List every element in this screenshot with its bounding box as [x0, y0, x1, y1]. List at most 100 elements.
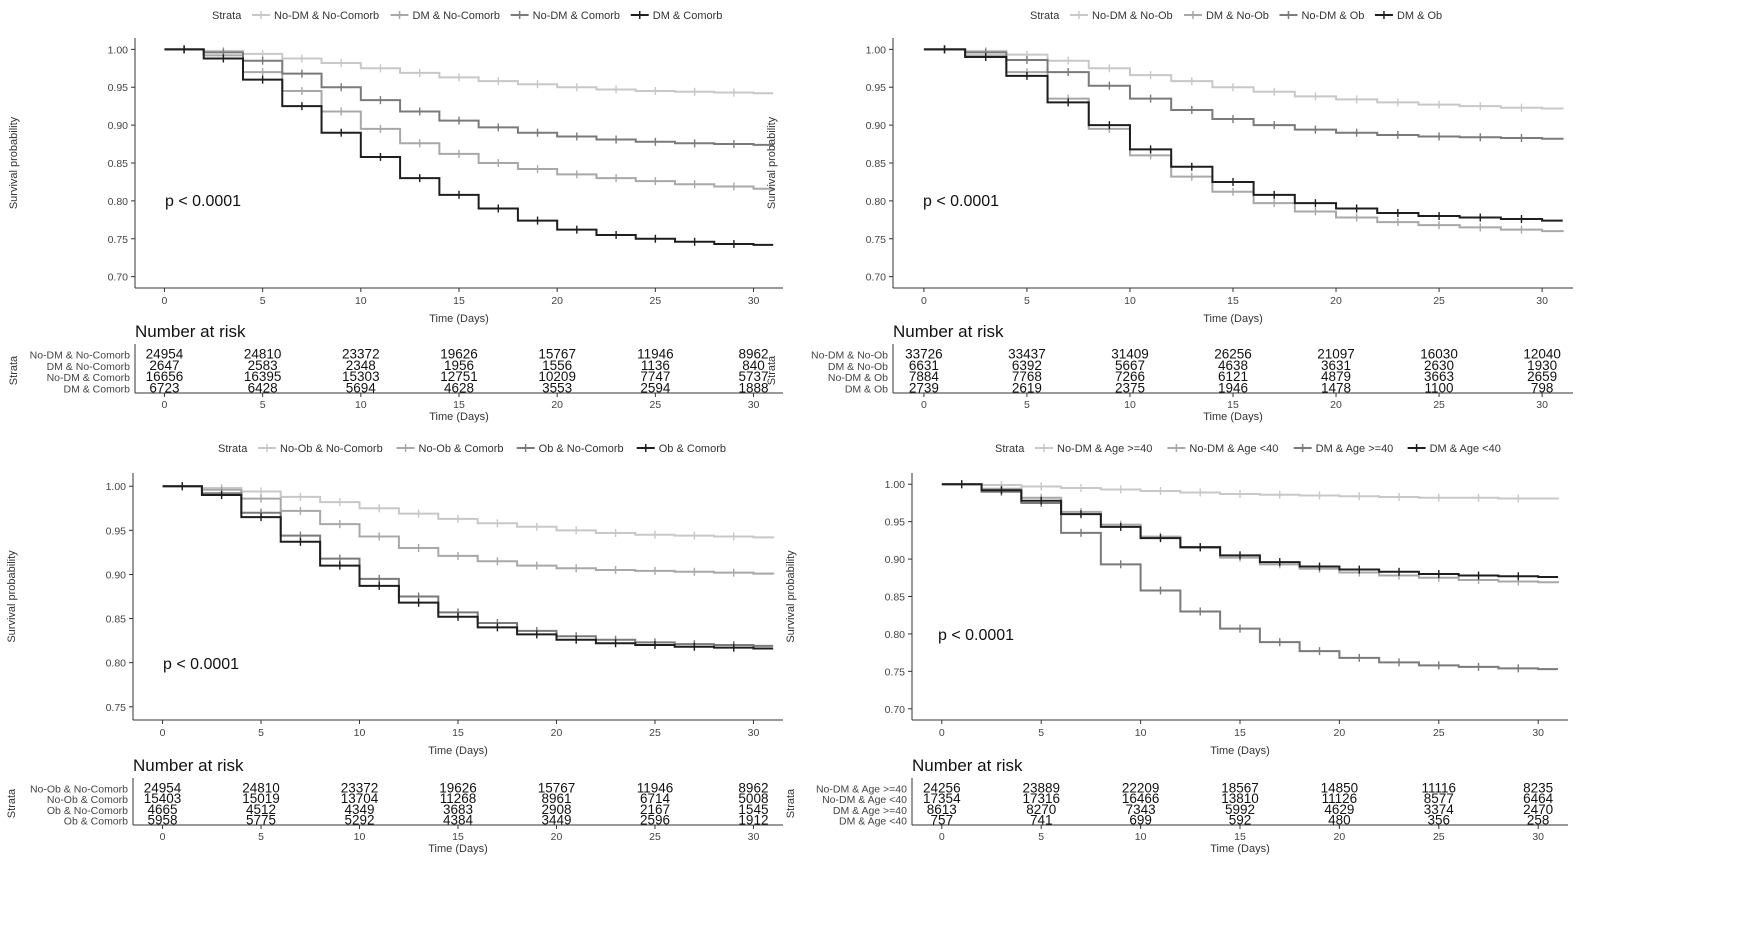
- risk-count: 31409: [1111, 347, 1149, 362]
- risk-y-axis-label: Strata: [6, 788, 18, 818]
- risk-count: 3631: [1321, 358, 1351, 373]
- risk-count: 24810: [242, 780, 280, 795]
- x-tick-label: 30: [1532, 727, 1544, 739]
- y-tick-label: 0.70: [866, 272, 887, 284]
- x-axis-label: Time (Days): [1203, 313, 1262, 325]
- risk-x-tick-label: 20: [1334, 831, 1346, 843]
- risk-count: 7266: [1115, 369, 1145, 384]
- x-tick-label: 30: [748, 295, 760, 307]
- legend-label: Ob & No-Comorb: [539, 443, 624, 455]
- risk-count: 13704: [341, 791, 379, 806]
- risk-count: 2739: [909, 380, 939, 395]
- risk-x-tick-label: 30: [1536, 399, 1548, 411]
- y-tick-label: 0.85: [866, 158, 887, 170]
- risk-x-axis-label: Time (Days): [1203, 411, 1262, 423]
- y-tick-label: 0.90: [885, 554, 906, 566]
- y-tick-label: 0.85: [885, 592, 906, 604]
- risk-count: 2908: [541, 802, 571, 817]
- risk-count: 3553: [542, 380, 572, 395]
- risk-x-tick-label: 5: [1038, 831, 1044, 843]
- risk-count: 7768: [1012, 369, 1042, 384]
- legend-label: No-Ob & No-Comorb: [280, 443, 383, 455]
- km-curve: [923, 48, 1564, 110]
- risk-row-label: DM & Ob: [845, 383, 888, 395]
- risk-count: 12040: [1523, 347, 1561, 362]
- km-curve: [162, 485, 775, 575]
- x-axis-label: Time (Days): [1210, 745, 1269, 757]
- risk-count: 16656: [146, 369, 184, 384]
- risk-count: 4349: [344, 802, 374, 817]
- risk-x-tick-label: 15: [1234, 831, 1246, 843]
- risk-count: 356: [1428, 813, 1451, 828]
- y-tick-label: 0.80: [885, 629, 906, 641]
- y-tick-label: 0.75: [106, 702, 127, 714]
- y-tick-label: 0.95: [885, 517, 906, 529]
- risk-count: 1545: [738, 802, 768, 817]
- risk-count: 1956: [444, 358, 474, 373]
- y-tick-label: 0.80: [106, 658, 127, 670]
- km-curve: [923, 48, 1563, 222]
- legend-label: DM & Comorb: [653, 10, 723, 22]
- x-tick-label: 0: [921, 295, 927, 307]
- risk-x-axis-label: Time (Days): [428, 843, 487, 855]
- chart-bottom-left: Strata No-Ob & No-Comorb No-Ob & Comorb Ob …: [6, 443, 783, 855]
- risk-row-label: DM & Comorb: [63, 383, 130, 395]
- y-tick-label: 0.85: [108, 158, 129, 170]
- p-value: p < 0.0001: [923, 193, 999, 210]
- risk-count: 4629: [1324, 802, 1354, 817]
- risk-x-tick-label: 10: [355, 399, 367, 411]
- risk-count: 5737: [739, 369, 769, 384]
- risk-count: 2647: [149, 358, 179, 373]
- risk-x-axis-label: Time (Days): [1210, 843, 1269, 855]
- risk-count: 6464: [1523, 791, 1554, 806]
- risk-count: 741: [1030, 813, 1053, 828]
- risk-y-axis-label: Strata: [785, 788, 797, 818]
- km-curve: [162, 485, 774, 650]
- risk-x-tick-label: 10: [1135, 831, 1147, 843]
- y-axis-label: Survival probability: [785, 550, 797, 643]
- risk-count: 6631: [909, 358, 939, 373]
- risk-count: 3374: [1424, 802, 1455, 817]
- risk-count: 840: [742, 358, 765, 373]
- legend-label: No-DM & No-Comorb: [274, 10, 379, 22]
- x-tick-label: 20: [551, 727, 563, 739]
- risk-count: 33437: [1008, 347, 1046, 362]
- y-tick-label: 0.90: [106, 569, 127, 581]
- risk-x-tick-label: 0: [162, 399, 168, 411]
- risk-count: 15403: [144, 791, 182, 806]
- risk-count: 1888: [739, 380, 769, 395]
- risk-count: 16466: [1122, 791, 1160, 806]
- chart-bottom-right: Strata No-DM & Age >=40 No-DM & Age <40 DM …: [785, 443, 1568, 855]
- x-tick-label: 25: [1433, 295, 1445, 307]
- risk-count: 8962: [738, 780, 768, 795]
- risk-count: 6392: [1012, 358, 1042, 373]
- risk-x-tick-label: 15: [452, 831, 464, 843]
- x-tick-label: 30: [1536, 295, 1548, 307]
- risk-table-title: Number at risk: [893, 322, 1004, 341]
- legend-label: DM & Age >=40: [1316, 443, 1394, 455]
- risk-count: 5694: [346, 380, 377, 395]
- x-tick-label: 10: [355, 295, 367, 307]
- risk-row-label: DM & Age >=40: [833, 805, 907, 817]
- x-tick-label: 15: [1227, 295, 1239, 307]
- legend-label: DM & Age <40: [1430, 443, 1501, 455]
- risk-count: 14850: [1321, 780, 1359, 795]
- km-curve: [941, 483, 1559, 579]
- risk-count: 11126: [1322, 791, 1358, 806]
- risk-x-tick-label: 15: [453, 399, 465, 411]
- legend-label: No-DM & Age >=40: [1057, 443, 1152, 455]
- x-tick-label: 25: [649, 727, 661, 739]
- risk-count: 15767: [538, 780, 576, 795]
- y-tick-label: 0.95: [866, 82, 887, 94]
- x-axis-label: Time (Days): [429, 313, 488, 325]
- legend-title: Strata: [218, 443, 248, 455]
- risk-x-tick-label: 25: [649, 831, 661, 843]
- p-value: p < 0.0001: [165, 193, 241, 210]
- risk-table-title: Number at risk: [133, 756, 244, 775]
- risk-count: 8962: [739, 347, 769, 362]
- risk-count: 4512: [246, 802, 276, 817]
- risk-count: 8270: [1026, 802, 1056, 817]
- risk-x-tick-label: 20: [1330, 399, 1342, 411]
- risk-count: 15303: [342, 369, 380, 384]
- risk-count: 258: [1527, 813, 1550, 828]
